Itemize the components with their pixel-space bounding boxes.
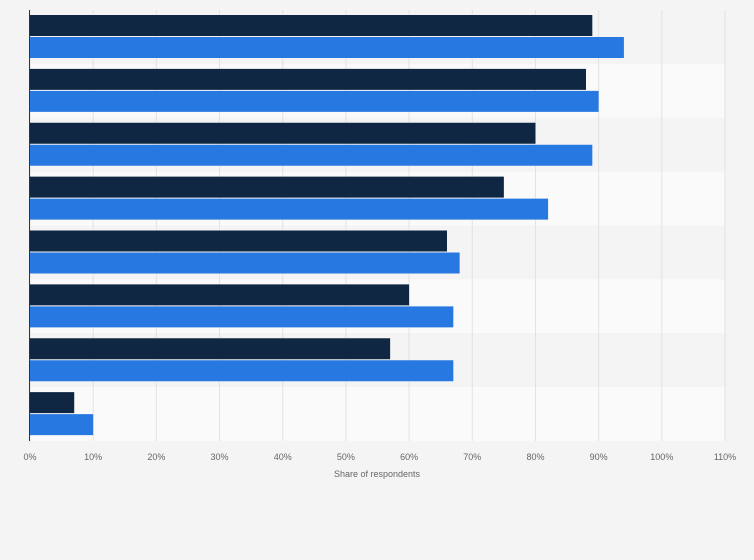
bar [30,144,593,166]
bar [30,198,549,220]
bar [30,90,599,112]
x-tick-label: 50% [337,452,355,462]
x-tick-label: 110% [714,452,736,462]
bar [30,68,586,90]
bar [30,37,624,58]
x-tick-label: 30% [211,452,229,462]
x-tick-label: 90% [590,452,608,462]
bar [30,176,504,198]
bar [30,284,410,306]
x-tick-label: 100% [650,452,673,462]
x-axis-title: Share of respondents [334,469,421,479]
bar [30,338,391,360]
x-tick-labels: 0% 10% 20% 30% 40% 50% 60% 70% 80% 90% 100% 110% [23,452,736,462]
bar [30,306,454,328]
bar [30,230,447,252]
bars [30,15,624,436]
x-tick-label: 10% [84,452,102,462]
x-tick-label: 20% [147,452,165,462]
bar [30,392,75,414]
x-tick-label: 0% [23,452,36,462]
bar [30,414,94,436]
x-tick-label: 80% [526,452,544,462]
bar [30,122,536,144]
x-tick-label: 70% [463,452,481,462]
bar [30,252,460,274]
category-band [30,387,725,441]
bar [30,15,593,36]
x-tick-label: 40% [274,452,292,462]
bar [30,360,454,382]
x-tick-label: 60% [400,452,418,462]
